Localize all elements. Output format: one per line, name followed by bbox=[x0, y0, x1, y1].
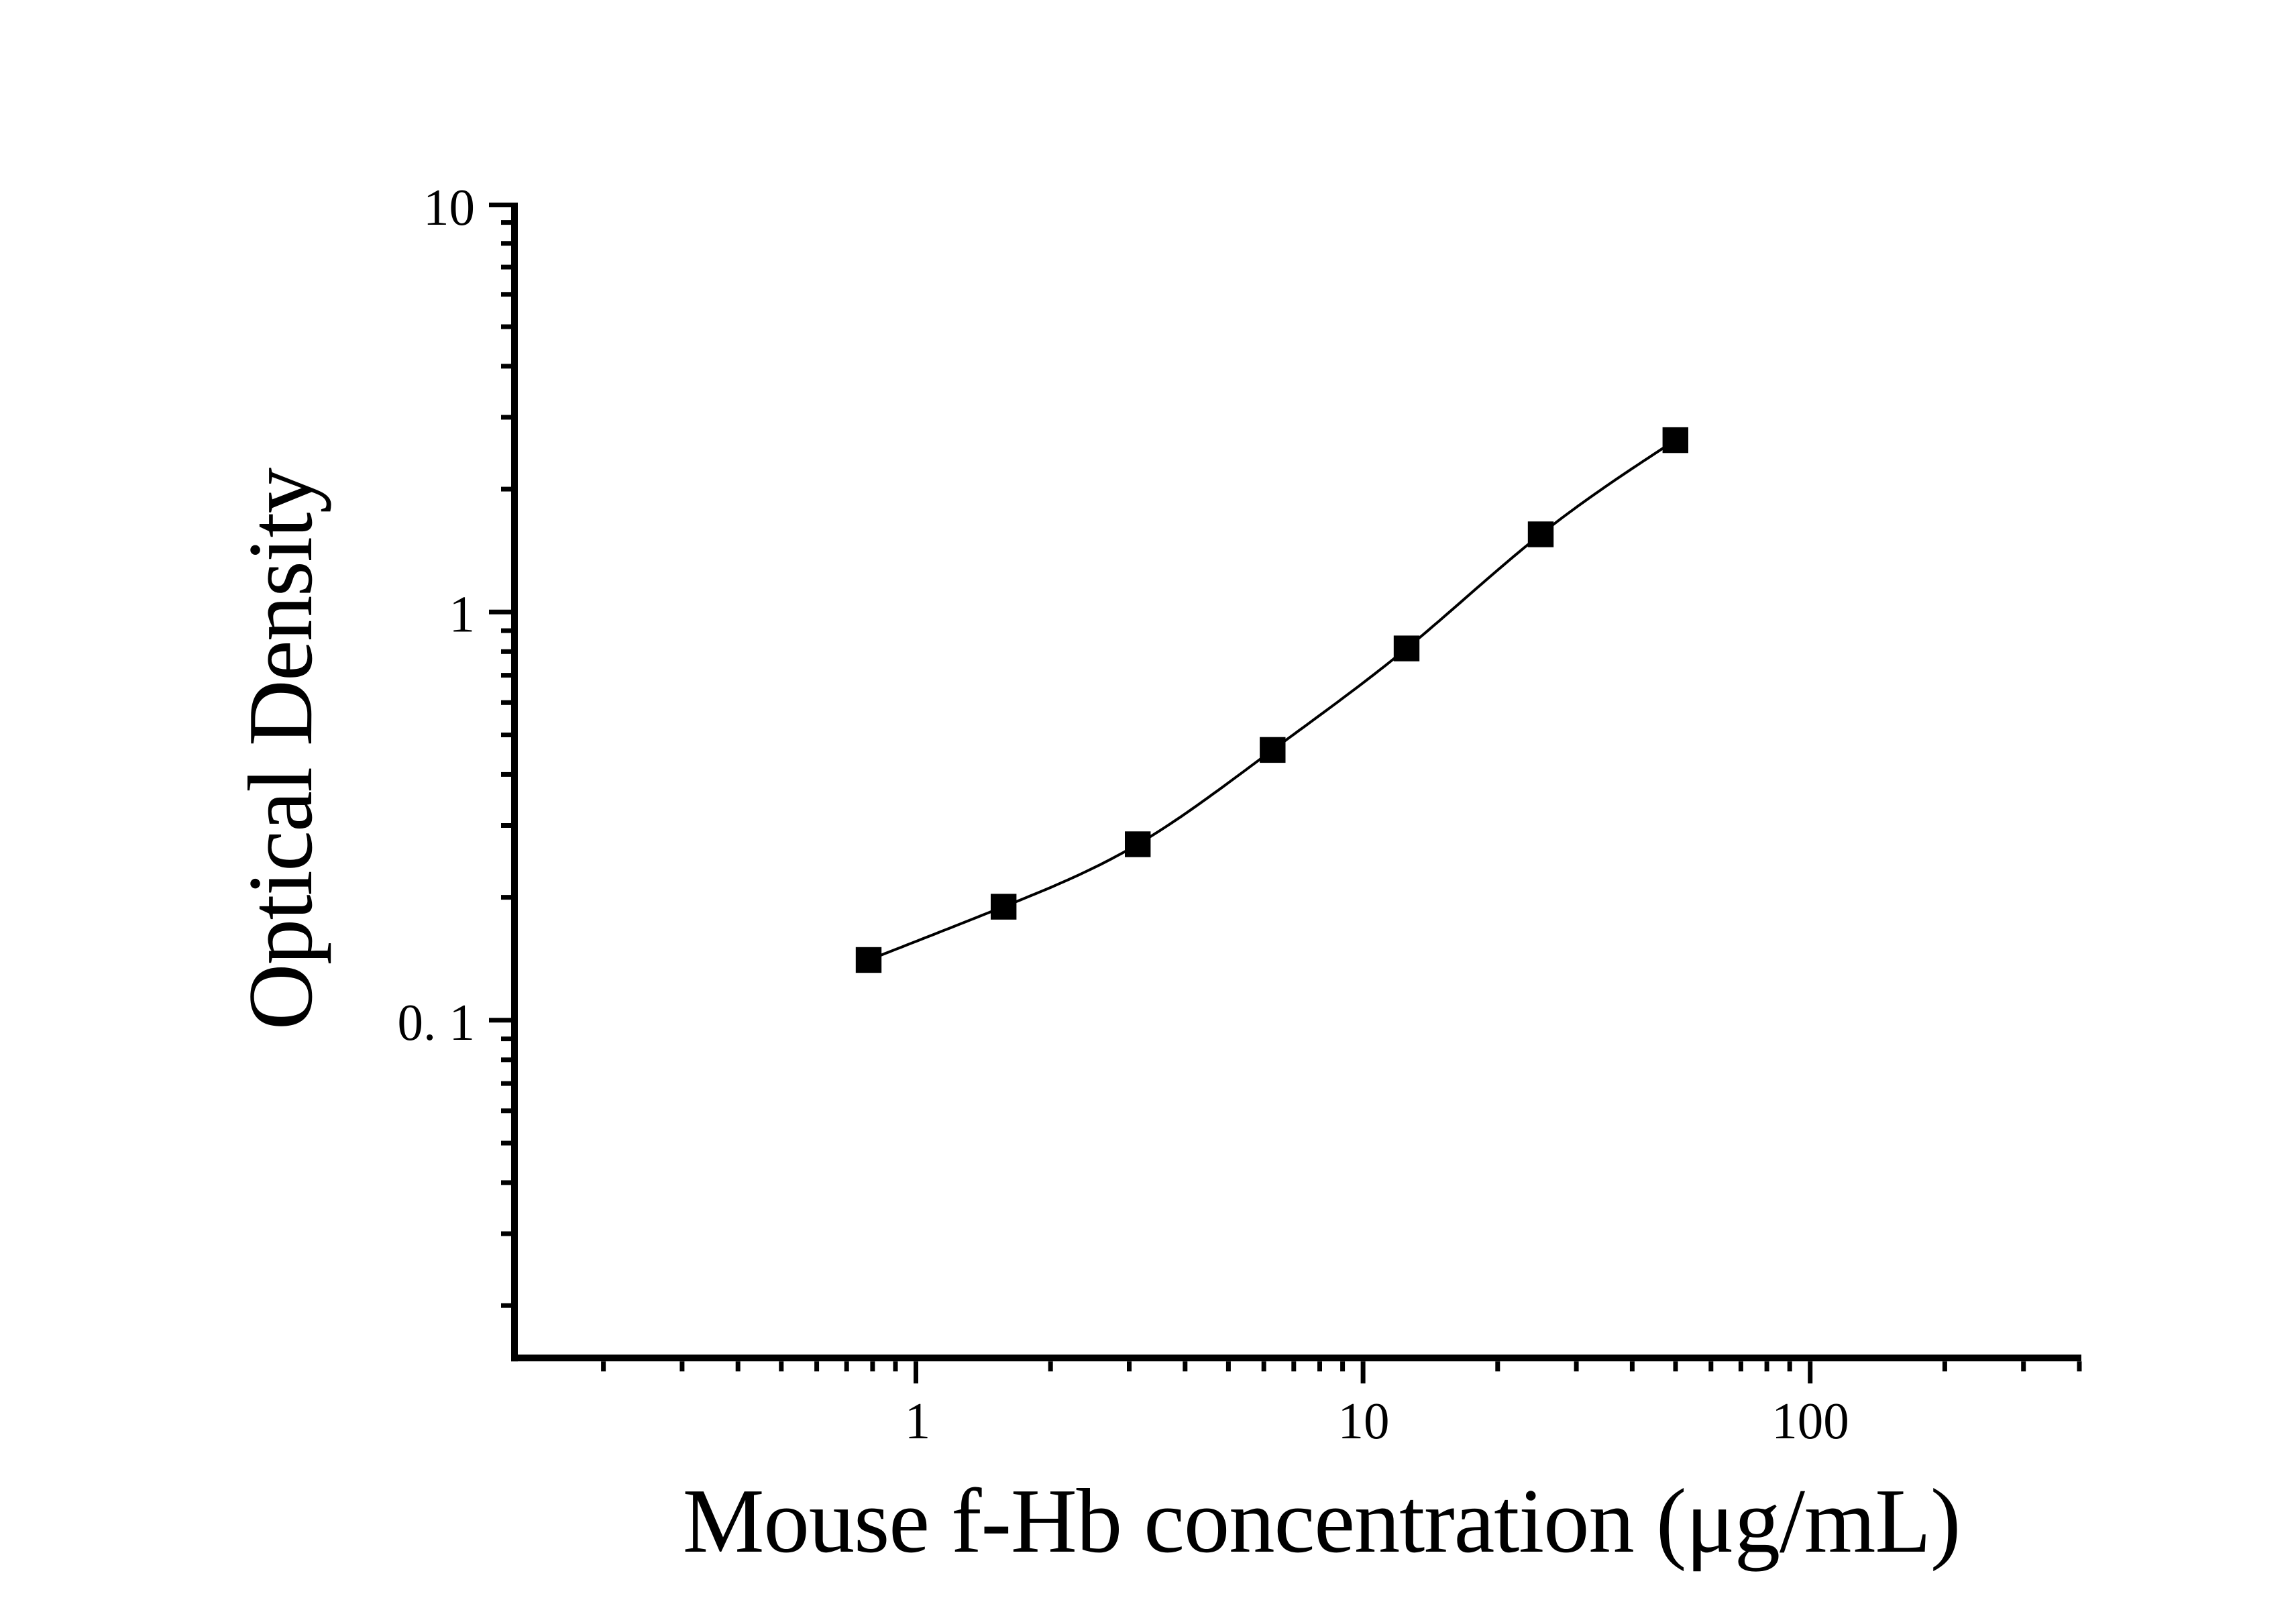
svg-text:0. 1: 0. 1 bbox=[398, 994, 476, 1051]
svg-text:1: 1 bbox=[905, 1392, 931, 1450]
svg-text:Mouse f-Hb concentration (μg/m: Mouse f-Hb concentration (μg/mL) bbox=[683, 1470, 1961, 1572]
svg-text:10: 10 bbox=[423, 178, 475, 236]
svg-text:10: 10 bbox=[1338, 1392, 1390, 1450]
svg-text:1: 1 bbox=[449, 586, 476, 643]
svg-text:100: 100 bbox=[1771, 1392, 1849, 1450]
svg-text:Optical Density: Optical Density bbox=[229, 468, 331, 1030]
